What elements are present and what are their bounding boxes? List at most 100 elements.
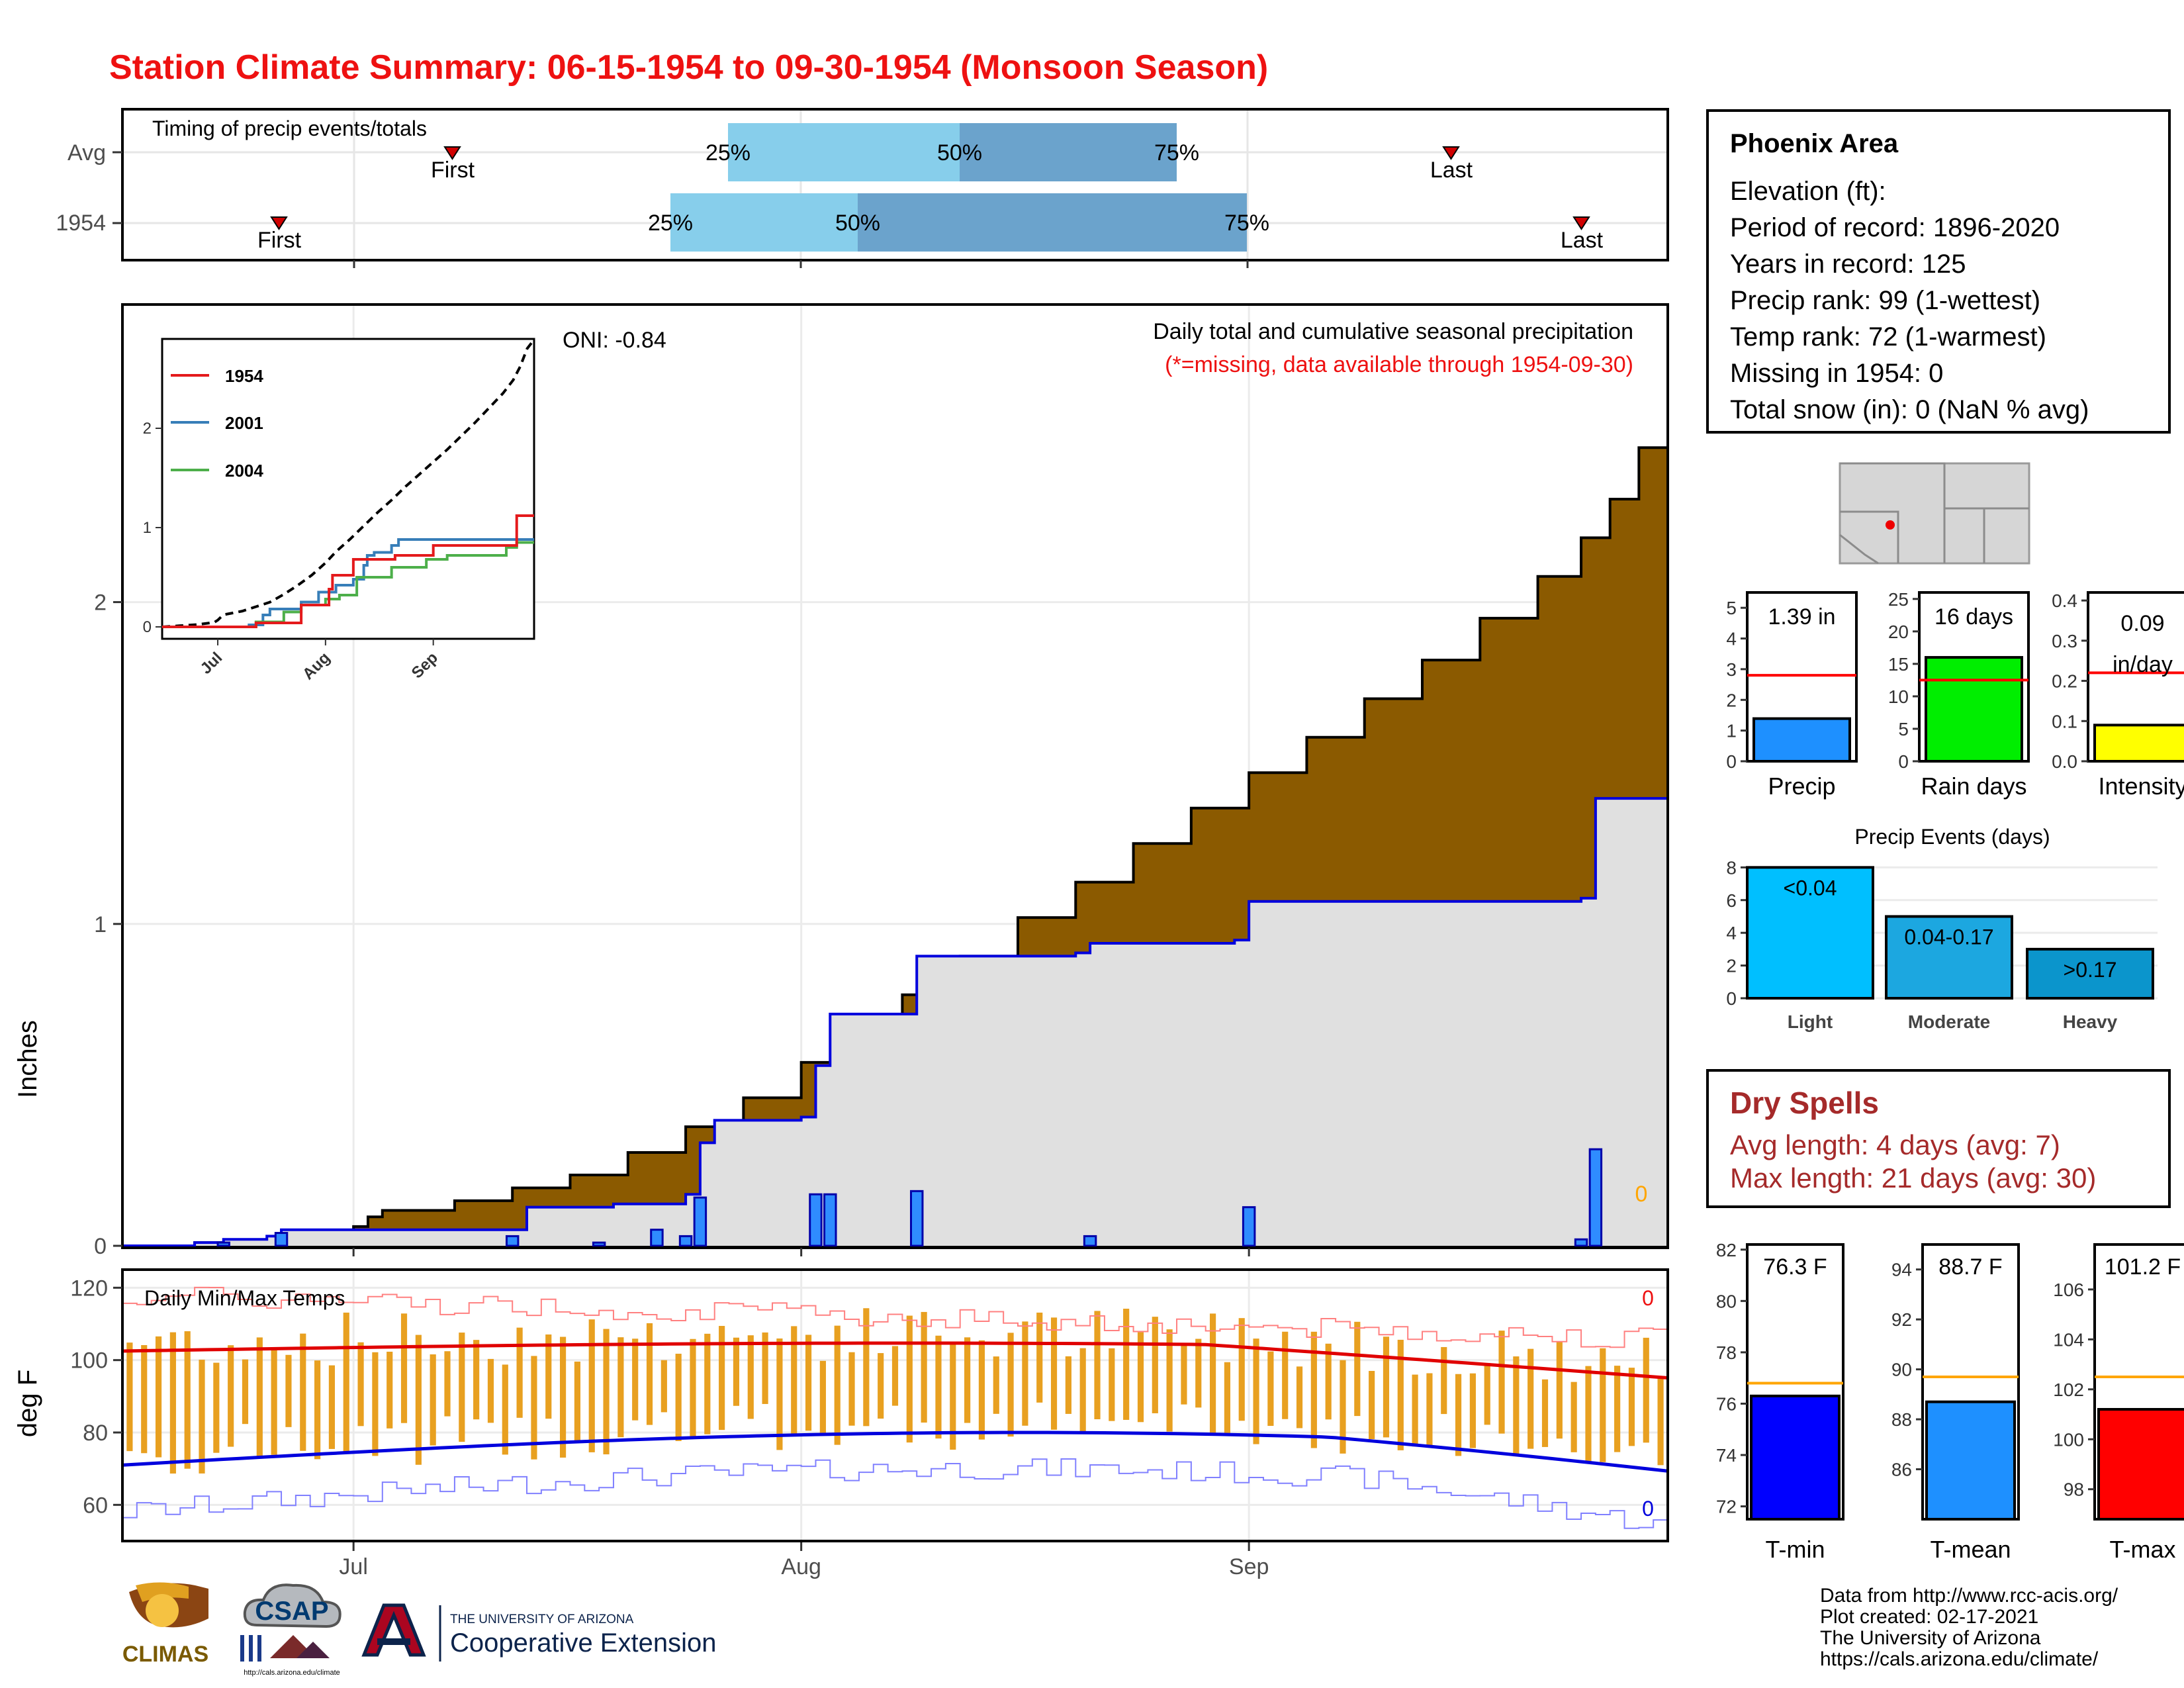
daily-temp-bar (1065, 1356, 1071, 1414)
main-caption: Daily total and cumulative seasonal prec… (1153, 319, 1633, 344)
daily-temp-bar (574, 1361, 580, 1442)
daily-temp-bar (1224, 1362, 1230, 1434)
t-min-ytick-label-80: 80 (1716, 1291, 1737, 1311)
daily-temp-bar (1181, 1342, 1187, 1405)
daily-temp-bar (762, 1332, 768, 1404)
t-mean-ytick-label-88: 88 (1891, 1409, 1912, 1430)
info-snow: Total snow (in): 0 (NaN % avg) (1730, 395, 2089, 424)
daily-temp-bar (314, 1360, 321, 1460)
daily-temp-bar (343, 1312, 349, 1453)
csap-url-text: http://cals.arizona.edu/climate (244, 1669, 340, 1677)
daily-temp-bar (502, 1364, 508, 1455)
daily-temp-bar (776, 1338, 783, 1450)
precip-label: Precip (1768, 773, 1835, 800)
station-name: Phoenix Area (1730, 129, 1899, 158)
daily-temp-bar (1628, 1368, 1635, 1446)
normal-min-line (122, 1430, 1668, 1473)
t-max-label: T-max (2109, 1536, 2175, 1563)
precip-ytick-label: 4 (1726, 629, 1737, 649)
avg-q75-label: 75% (1154, 140, 1199, 165)
precip-events-chart: Precip Events (days) 0 2 4 6 8 <0.04 Light 0.04-… (1726, 825, 2158, 1032)
rain-days-label: Rain days (1921, 773, 2026, 800)
tmin-missing-count: 0 (1642, 1497, 1654, 1521)
precip-events-bar-label-moderate: 0.04-0.17 (1904, 925, 1993, 949)
t-max-ytick-label-102: 102 (2053, 1380, 2084, 1400)
y1954-last-label: Last (1561, 228, 1604, 253)
daily-temp-bar (415, 1335, 422, 1465)
daily-temp-bar (1657, 1377, 1664, 1466)
temp-xtick-label-jul: Jul (339, 1554, 367, 1579)
inset-ytick-label-2: 2 (143, 420, 152, 438)
daily-temp-bar (588, 1319, 595, 1452)
precip-events-bar-light (1746, 866, 1874, 1000)
daily-temp-bar (1383, 1336, 1390, 1438)
daily-temp-bar (1123, 1309, 1130, 1420)
precip-events-ytick-label-6: 6 (1726, 890, 1737, 911)
daily-precip-bar-07-18 (592, 1241, 606, 1247)
daily-temp-bar (834, 1325, 841, 1445)
daily-temp-bar (1469, 1373, 1476, 1448)
dry-spells-title: Dry Spells (1730, 1086, 1879, 1120)
inset-average-line (161, 338, 535, 628)
precip-events-title: Precip Events (days) (1854, 825, 2050, 849)
avg-last-marker (1442, 146, 1460, 160)
daily-temp-bar (603, 1329, 610, 1455)
t-min-ytick-label-74: 74 (1716, 1445, 1737, 1466)
station-info-box: Phoenix Area Elevation (ft): Period of r… (1706, 109, 2171, 434)
daily-temp-bar (993, 1356, 999, 1414)
daily-precip-bar-09-01 (1242, 1206, 1256, 1247)
temp-xtick-label-aug: Aug (781, 1554, 821, 1579)
t-mean-ytick-label-94: 94 (1891, 1260, 1912, 1280)
daily-temp-bar (719, 1326, 725, 1430)
daily-temp-bar (747, 1335, 754, 1419)
daily-temp-bar (617, 1337, 624, 1438)
daily-temp-bar (878, 1353, 884, 1419)
daily-precip-bar-07-24 (678, 1235, 693, 1247)
daily-temp-bar (1137, 1332, 1144, 1423)
daily-temp-bar (964, 1337, 971, 1423)
daily-temp-bar (1455, 1374, 1462, 1456)
rain-days-value-label: 16 days (1934, 604, 2013, 630)
y1954-first-marker (270, 216, 288, 230)
daily-temp-bar (387, 1351, 393, 1429)
precip-events-category-heavy: Heavy (2063, 1011, 2118, 1032)
daily-temp-bar (1238, 1318, 1245, 1421)
rain-days-bar (1925, 656, 2023, 763)
inset-line-1954 (162, 514, 534, 628)
climas-logo: CLIMAS (122, 1582, 208, 1667)
oni-label: ONI: -0.84 (563, 328, 666, 353)
temp-panel-label: Daily Min/Max Temps (144, 1286, 345, 1310)
main-ytick-label-0: 0 (94, 1234, 107, 1259)
daily-temp-bar (285, 1354, 292, 1427)
csap-logo: CSAP http://cals.arizona.edu/climate (240, 1583, 341, 1677)
climas-logo-text: CLIMAS (122, 1642, 208, 1667)
t-max-value-label: 101.2 F (2105, 1254, 2181, 1280)
info-temp-rank: Temp rank: 72 (1-warmest) (1730, 322, 2046, 352)
daily-temp-bar (487, 1358, 494, 1423)
daily-temp-bar (459, 1333, 465, 1442)
intensity-ytick-label: 0.1 (2052, 711, 2077, 731)
inset-line-2001 (162, 538, 534, 628)
daily-temp-bar (228, 1345, 234, 1447)
daily-temp-bar (1253, 1338, 1259, 1444)
intensity-ytick-label: 0.2 (2052, 671, 2077, 692)
precip-events-ytick-label-4: 4 (1726, 923, 1737, 943)
y1954-q50-label: 50% (835, 211, 880, 236)
daily-temp-bar (300, 1333, 306, 1451)
daily-temp-bar (1094, 1311, 1101, 1420)
daily-temp-bar (473, 1340, 480, 1420)
daily-temp-bar (1166, 1329, 1173, 1432)
rain-days-ytick-label: 0 (1898, 751, 1909, 772)
precip-bar (1752, 717, 1851, 763)
rain-days-ytick-label: 10 (1888, 686, 1909, 707)
credit-university: The University of Arizona (1820, 1627, 2041, 1649)
inset-ytick-label-0: 0 (143, 618, 152, 636)
timing-panel-label: Timing of precip events/totals (152, 117, 427, 140)
rain-days-ytick-label: 15 (1888, 654, 1909, 675)
info-missing: Missing in 1954: 0 (1730, 359, 1944, 388)
precip-events-category-light: Light (1788, 1011, 1833, 1032)
t-mean-ytick-label-90: 90 (1891, 1360, 1912, 1380)
daily-temp-bar (1600, 1348, 1606, 1462)
timing-row-label-avg: Avg (68, 140, 106, 165)
t-max-bar (2097, 1408, 2184, 1521)
